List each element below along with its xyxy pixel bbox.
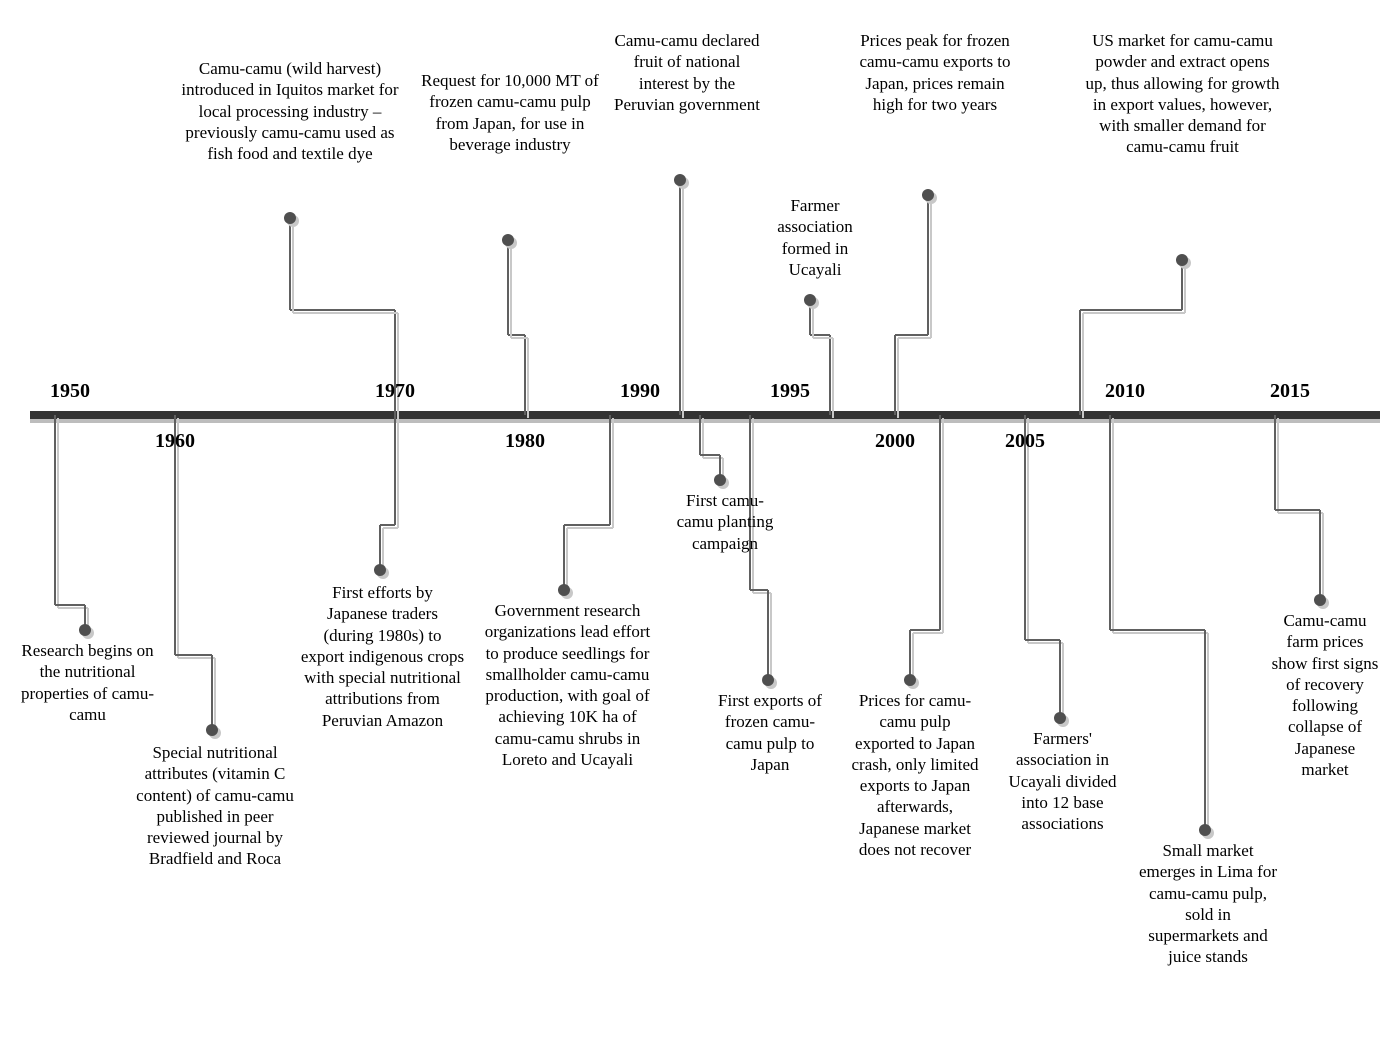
timeline-event: Prices for camu-camu pulp exported to Ja…: [850, 690, 980, 860]
timeline-event: Request for 10,000 MT of frozen camu-cam…: [420, 70, 600, 155]
timeline-event: Farmers' association in Ucayali divided …: [1000, 728, 1125, 834]
year-label: 1990: [620, 380, 660, 403]
timeline-event: Small market emerges in Lima for camu-ca…: [1138, 840, 1278, 968]
timeline-event: Farmer association formed in Ucayali: [760, 195, 870, 280]
year-label: 2000: [875, 430, 915, 453]
timeline-event: Research begins on the nutritional prope…: [20, 640, 155, 725]
timeline-event: First exports of frozen camu-camu pulp t…: [710, 690, 830, 775]
timeline-event: Government research organizations lead e…: [480, 600, 655, 770]
year-label: 1995: [770, 380, 810, 403]
timeline-event: Camu-camu (wild harvest) introduced in I…: [180, 58, 400, 164]
timeline-event: Camu-camu declared fruit of national int…: [612, 30, 762, 115]
timeline-event: Camu-camu farm prices show first signs o…: [1270, 610, 1380, 780]
year-label: 2005: [1005, 430, 1045, 453]
year-label: 2015: [1270, 380, 1310, 403]
timeline-event: Special nutritional attributes (vitamin …: [130, 742, 300, 870]
timeline-event: Prices peak for frozen camu-camu exports…: [855, 30, 1015, 115]
year-label: 2010: [1105, 380, 1145, 403]
timeline-event: US market for camu-camu powder and extra…: [1085, 30, 1280, 158]
year-label: 1960: [155, 430, 195, 453]
timeline-event: First camu-camu planting campaign: [670, 490, 780, 554]
timeline-event: First efforts by Japanese traders (durin…: [300, 582, 465, 731]
year-label: 1970: [375, 380, 415, 403]
year-label: 1950: [50, 380, 90, 403]
year-label: 1980: [505, 430, 545, 453]
